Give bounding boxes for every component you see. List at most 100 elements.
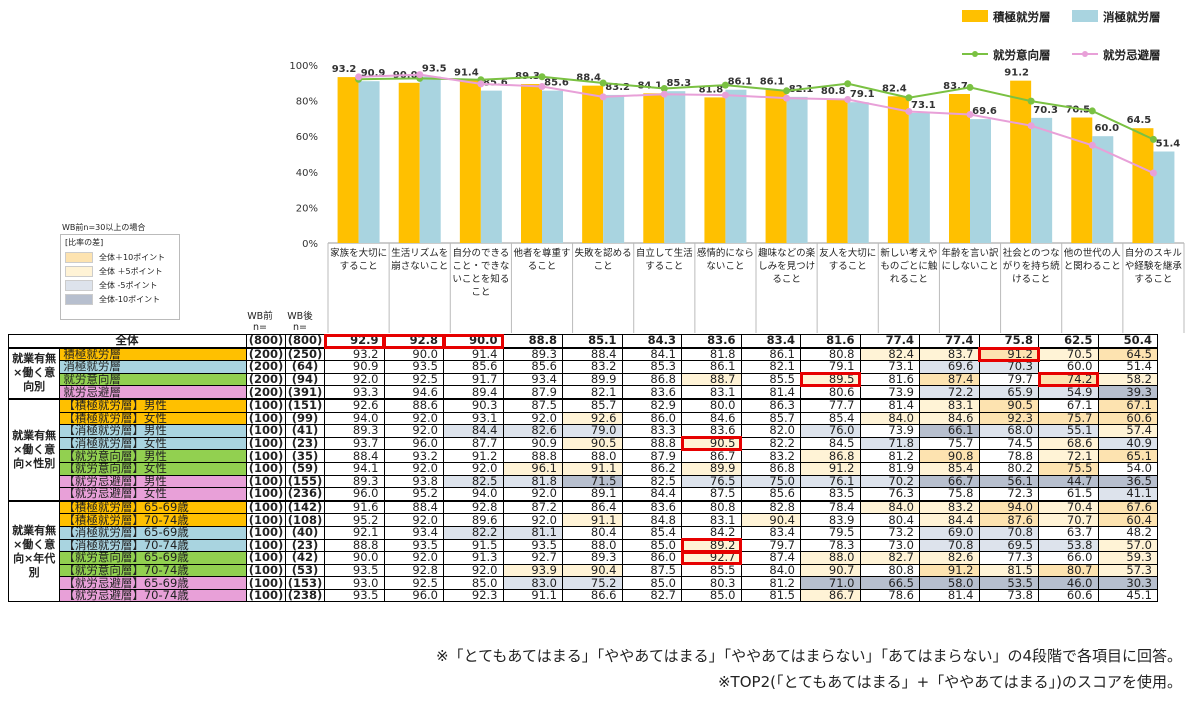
score-cell: 84.0 bbox=[740, 563, 801, 578]
score-cell: 93.3 bbox=[324, 385, 385, 400]
legend-label: 就労意向層 bbox=[993, 48, 1051, 62]
row-label: 【就労忌避層】女性 bbox=[59, 487, 247, 502]
y-tick-label: 0% bbox=[302, 239, 318, 250]
table-row: 就労忌避層 (200) (391) 93.3 94.6 89.4 87.9 82.1 83.6 8… bbox=[9, 385, 1158, 400]
n-after-cell: (99) bbox=[285, 411, 325, 426]
bar-value-label: 91.4 bbox=[454, 67, 479, 78]
score-cell: 83.6 bbox=[621, 499, 682, 515]
n-before-cell: (200) bbox=[246, 360, 286, 374]
score-cell: 93.2 bbox=[383, 449, 444, 463]
score-cell: 81.4 bbox=[919, 588, 980, 603]
score-cell: 70.5 bbox=[1038, 346, 1099, 362]
score-cell: 84.5 bbox=[800, 436, 861, 451]
score-cell: 81.2 bbox=[859, 449, 920, 463]
n-before-cell: (200) bbox=[246, 372, 286, 387]
table-row: 就労意向層 (200) (94) 92.0 92.5 91.7 93.4 89.9 86.8 88… bbox=[9, 372, 1158, 387]
score-cell: 82.1 bbox=[740, 360, 801, 374]
score-cell: 89.2 bbox=[680, 538, 742, 553]
score-cell: 96.1 bbox=[502, 461, 563, 476]
line-point bbox=[1088, 107, 1096, 115]
score-cell: 82.5 bbox=[621, 474, 682, 489]
n-after-cell: (153) bbox=[285, 576, 325, 590]
diff-legend-item: 全体 ＋5ポイント bbox=[65, 264, 175, 278]
score-cell: 69.5 bbox=[978, 538, 1039, 553]
bar-value-label: 80.8 bbox=[821, 86, 846, 97]
y-tick-label: 100% bbox=[289, 61, 318, 72]
score-cell: 83.1 bbox=[681, 385, 742, 400]
score-cell: 48.2 bbox=[1097, 525, 1158, 540]
bar-value-label: 82.4 bbox=[882, 83, 907, 94]
score-cell: 84.3 bbox=[621, 333, 682, 349]
bar bbox=[826, 99, 848, 244]
line-point bbox=[1149, 169, 1157, 177]
score-cell: 88.0 bbox=[562, 538, 623, 553]
score-cell: 93.5 bbox=[383, 538, 444, 553]
score-cell: 87.7 bbox=[443, 436, 504, 451]
n-before-cell: (100) bbox=[246, 563, 286, 578]
n-before-cell: (100) bbox=[246, 538, 286, 553]
score-cell: 71.0 bbox=[800, 576, 861, 590]
row-label: 【消極就労層】65-69歳 bbox=[59, 525, 247, 540]
bar bbox=[1153, 151, 1175, 243]
score-cell: 84.6 bbox=[919, 411, 980, 426]
line-point bbox=[1027, 97, 1035, 105]
score-cell: 83.0 bbox=[502, 576, 563, 590]
bar bbox=[664, 91, 686, 243]
score-cell: 93.5 bbox=[502, 538, 563, 553]
score-cell: 92.5 bbox=[383, 372, 444, 387]
row-label: 消極就労層 bbox=[59, 360, 247, 374]
score-cell: 81.9 bbox=[859, 461, 920, 476]
row-label: 【就労意向層】65-69歳 bbox=[59, 551, 247, 565]
n-after-cell: (53) bbox=[285, 563, 325, 578]
score-cell: 84.8 bbox=[621, 513, 682, 527]
score-cell: 73.9 bbox=[859, 385, 920, 400]
category-label: 自立して生活すること bbox=[636, 247, 693, 272]
score-cell: 85.6 bbox=[502, 360, 563, 374]
score-cell: 90.9 bbox=[502, 436, 563, 451]
bar-value-label: 70.5 bbox=[1065, 105, 1090, 116]
group-label: 就業有無×働く意向×年代別 bbox=[7, 499, 61, 603]
n-before-cell: (800) bbox=[246, 333, 286, 349]
bar bbox=[603, 94, 625, 244]
score-cell: 65.9 bbox=[978, 385, 1039, 400]
series-line bbox=[358, 75, 1154, 141]
score-cell: 93.9 bbox=[502, 563, 563, 578]
score-cell: 53.5 bbox=[978, 576, 1039, 590]
score-cell: 87.5 bbox=[621, 563, 682, 578]
diff-legend-label: 全体 ＋5ポイント bbox=[99, 266, 163, 276]
score-cell: 84.4 bbox=[621, 487, 682, 502]
table-row: 【就労意向層】女性 (100) (59) 94.1 92.0 92.0 96.1 91.1 86… bbox=[9, 461, 1158, 476]
score-cell: 92.7 bbox=[502, 551, 563, 565]
score-cell: 92.0 bbox=[383, 411, 444, 426]
score-cell: 90.9 bbox=[324, 360, 385, 374]
score-cell: 92.0 bbox=[502, 513, 563, 527]
line-point bbox=[416, 71, 424, 79]
footnotes: ※「とてもあてはまる」「ややあてはまる」「ややあてはまらない」「あてはまらない」… bbox=[436, 643, 1182, 695]
bar bbox=[1092, 136, 1114, 243]
score-cell: 86.3 bbox=[740, 397, 801, 413]
score-cell: 71.5 bbox=[562, 474, 623, 489]
table-row: 【就労意向層】65-69歳 (100) (42) 90.0 92.0 91.3 92.7 89… bbox=[9, 550, 1158, 566]
table-row: 【就労忌避層】65-69歳 (100) (153) 93.0 92.5 85.0 83.0 7… bbox=[9, 576, 1158, 590]
score-cell: 83.6 bbox=[681, 333, 742, 349]
score-cell: 83.2 bbox=[740, 449, 801, 463]
n-after-cell: (108) bbox=[285, 513, 325, 527]
n-before-cell: (100) bbox=[246, 461, 286, 476]
n-after-cell: (42) bbox=[285, 551, 325, 565]
score-cell: 82.2 bbox=[443, 525, 504, 540]
score-cell: 80.8 bbox=[800, 346, 861, 362]
n-before-cell: (100) bbox=[246, 474, 286, 489]
n-before-cell: (100) bbox=[246, 449, 286, 463]
score-cell: 40.9 bbox=[1097, 436, 1158, 451]
n-before-cell: (100) bbox=[246, 525, 286, 540]
bar bbox=[847, 102, 869, 244]
score-cell: 89.3 bbox=[324, 474, 385, 489]
bar-value-label: 86.1 bbox=[728, 77, 753, 88]
score-cell: 82.7 bbox=[621, 588, 682, 603]
n-after-cell: (64) bbox=[285, 360, 325, 374]
n-before-cell: (200) bbox=[246, 346, 286, 362]
score-cell: 91.2 bbox=[919, 563, 980, 578]
score-cell: 82.0 bbox=[740, 424, 801, 438]
bar-value-label: 86.1 bbox=[760, 77, 785, 88]
category-label: 趣味などの楽しみを見つけること bbox=[758, 247, 816, 285]
